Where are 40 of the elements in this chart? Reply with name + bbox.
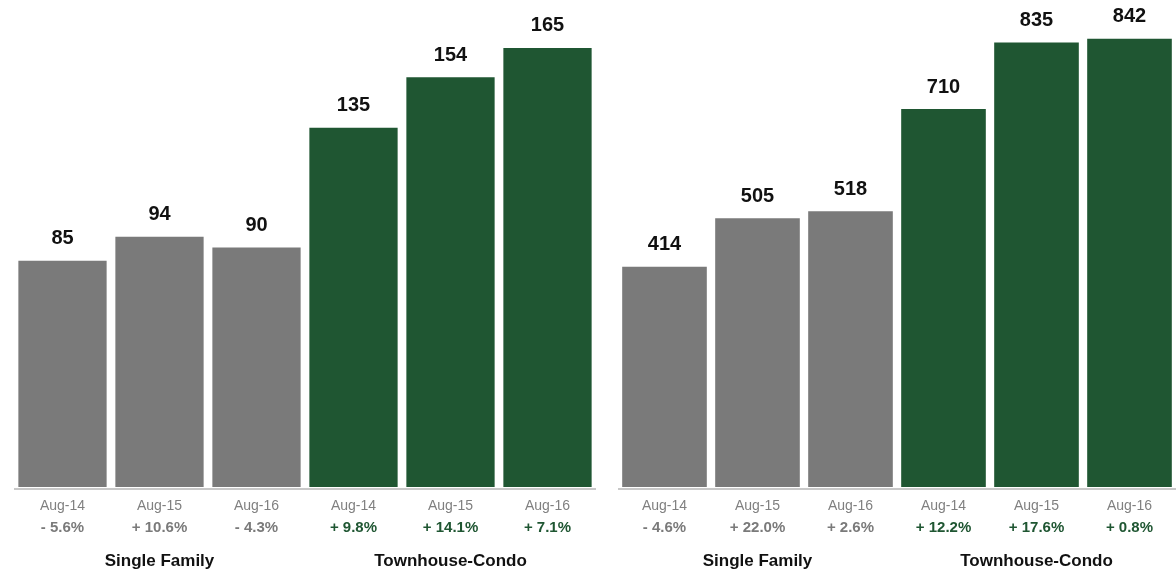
bar xyxy=(622,266,707,487)
x-tick-label: Aug-16 + 7.1% xyxy=(523,496,572,536)
bar xyxy=(1087,38,1172,487)
bar xyxy=(503,47,592,487)
data-label: 518 xyxy=(833,176,868,199)
x-tick-label: Aug-15 + 22.0% xyxy=(729,496,786,536)
x-tick-label: Aug-15 + 14.1% xyxy=(422,496,479,536)
bar xyxy=(18,260,107,487)
x-tick-label: Aug-14 - 4.6% xyxy=(641,496,688,536)
data-label: 154 xyxy=(433,42,469,65)
bar xyxy=(309,127,398,487)
data-label: 505 xyxy=(740,183,775,206)
data-label: 135 xyxy=(336,93,371,116)
data-label: 835 xyxy=(1019,8,1054,31)
text: Single Family xyxy=(104,550,215,570)
x-tick-label: Aug-16 + 0.8% xyxy=(1105,496,1154,536)
bar xyxy=(901,109,986,487)
bar xyxy=(994,42,1079,487)
data-label: 85 xyxy=(51,226,74,249)
x-tick-label: Aug-14 + 12.2% xyxy=(915,496,972,536)
x-tick-label: Aug-15 + 17.6% xyxy=(1008,496,1065,536)
data-label: 90 xyxy=(245,213,268,236)
text: Single Family xyxy=(702,550,813,570)
bar xyxy=(212,247,301,487)
data-label: 710 xyxy=(926,74,961,97)
bar xyxy=(406,77,495,487)
text: Townhouse-Condo xyxy=(374,550,527,570)
bar xyxy=(115,236,204,487)
data-label: 414 xyxy=(647,232,683,255)
data-label: 165 xyxy=(530,13,565,36)
bar xyxy=(808,211,893,487)
text: Townhouse-Condo xyxy=(960,550,1113,570)
data-label: 94 xyxy=(148,202,172,225)
x-tick-label: Aug-16 + 2.6% xyxy=(826,496,875,536)
x-tick-label: Aug-16 - 4.3% xyxy=(233,496,280,536)
bar xyxy=(715,218,800,487)
x-tick-label: Aug-14 + 9.8% xyxy=(329,496,378,536)
x-tick-label: Aug-15 + 10.6% xyxy=(131,496,188,536)
data-label: 842 xyxy=(1112,4,1147,27)
x-tick-label: Aug-14 - 5.6% xyxy=(39,496,86,536)
